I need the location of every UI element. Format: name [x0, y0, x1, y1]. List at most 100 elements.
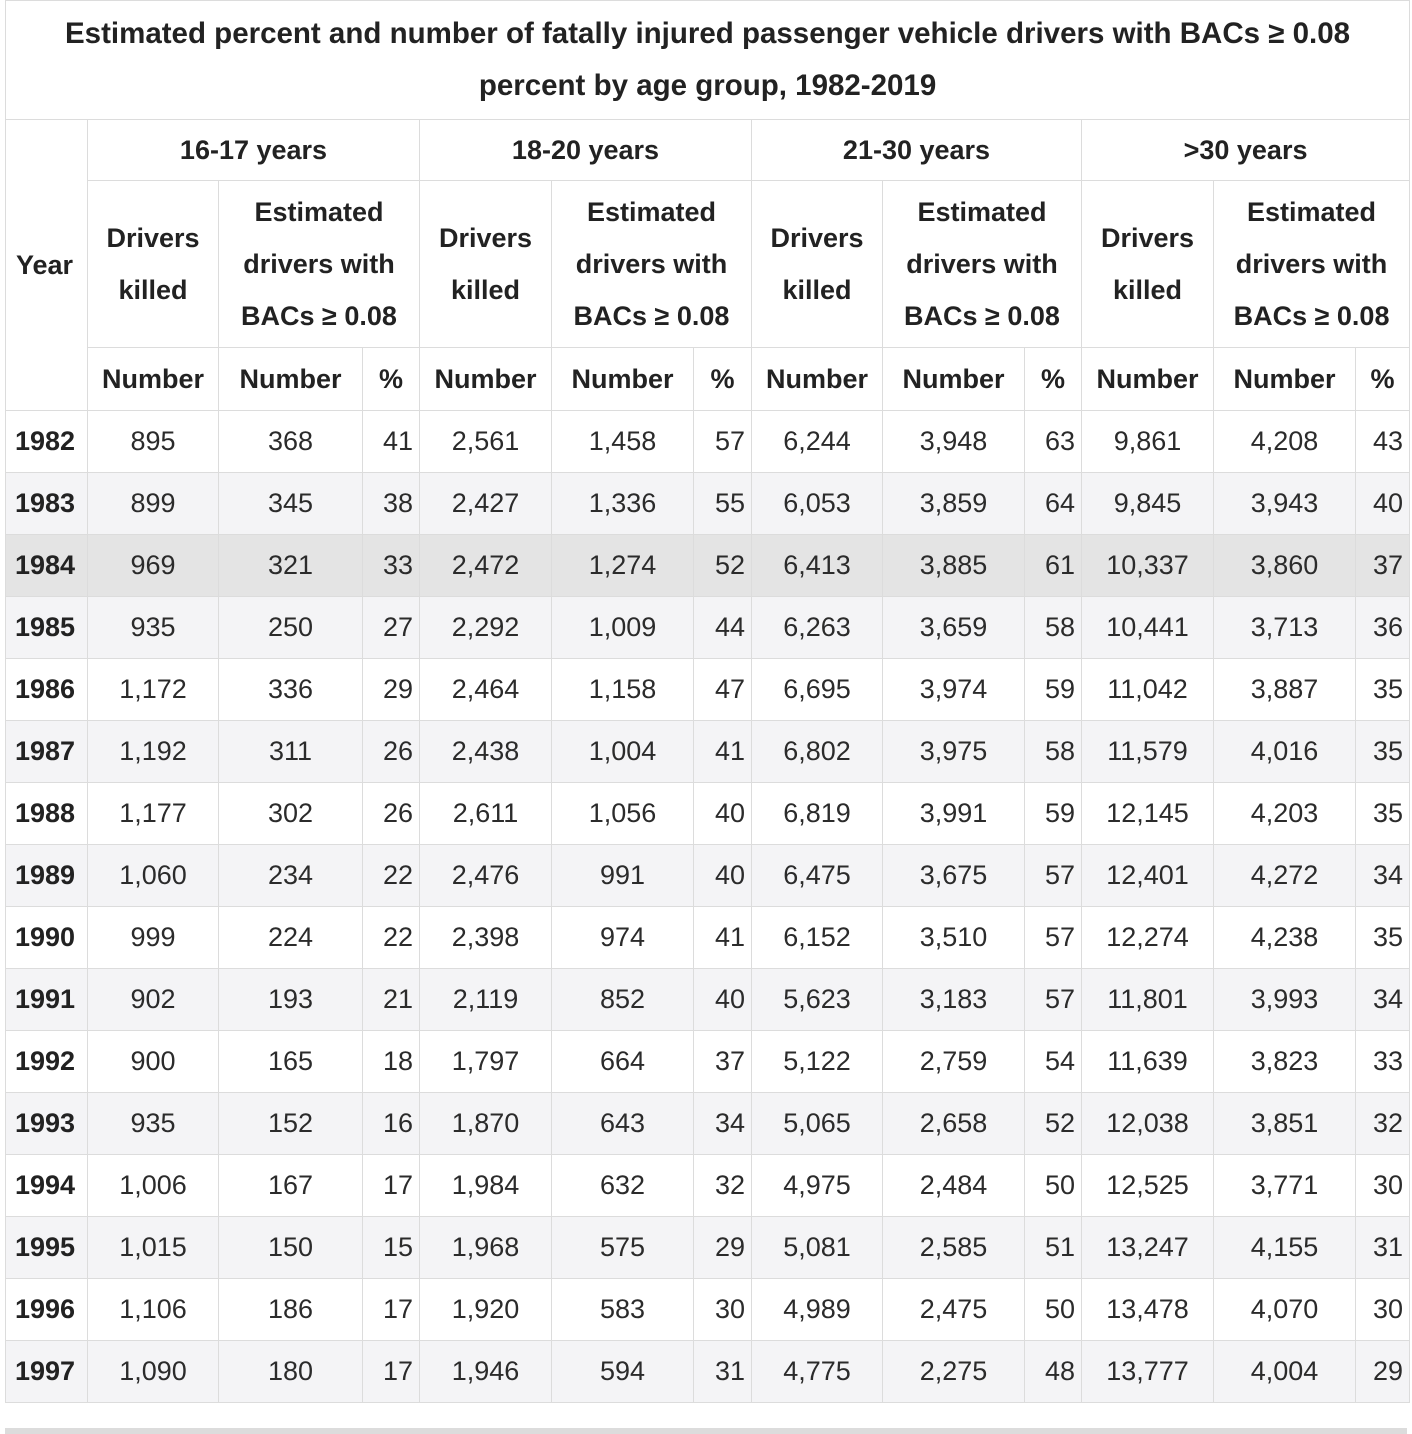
percent-cell: 44 — [693, 596, 752, 659]
estimated-number-cell: 3,771 — [1213, 1154, 1356, 1217]
percent-cell: 59 — [1024, 658, 1082, 721]
group-header-21-30: 21-30 years — [751, 119, 1082, 181]
year-cell: 1982 — [5, 410, 88, 473]
drivers-killed-cell: 969 — [87, 534, 219, 597]
year-cell: 1984 — [5, 534, 88, 597]
percent-cell: 64 — [1024, 472, 1082, 535]
drivers-killed-cell: 1,006 — [87, 1154, 219, 1217]
drivers-killed-cell: 2,292 — [419, 596, 552, 659]
percent-cell: 31 — [1354, 1216, 1411, 1279]
drivers-killed-cell: 12,145 — [1081, 782, 1214, 845]
estimated-number-cell: 1,274 — [551, 534, 694, 597]
percent-cell: 35 — [1354, 658, 1411, 721]
drivers-killed-cell: 4,775 — [751, 1340, 883, 1403]
table-row: 1994 1,006 167 17 1,984 632 32 4,975 2,484 50 12,5… — [5, 1154, 1411, 1217]
drivers-killed-cell: 935 — [87, 1092, 219, 1155]
estimated-number-cell: 152 — [218, 1092, 363, 1155]
table-row: 1993 935 152 16 1,870 643 34 5,065 2,658 52 12,038… — [5, 1092, 1411, 1155]
percent-cell: 47 — [693, 658, 752, 721]
percent-cell: 30 — [693, 1278, 752, 1341]
drivers-killed-cell: 1,984 — [419, 1154, 552, 1217]
drivers-killed-cell: 11,639 — [1081, 1030, 1214, 1093]
estimated-number-cell: 167 — [218, 1154, 363, 1217]
estimated-number-cell: 234 — [218, 844, 363, 907]
estimated-number-cell: 4,272 — [1213, 844, 1356, 907]
percent-cell: 61 — [1024, 534, 1082, 597]
drivers-killed-cell: 12,525 — [1081, 1154, 1214, 1217]
drivers-killed-cell: 10,441 — [1081, 596, 1214, 659]
estimated-number-cell: 250 — [218, 596, 363, 659]
drivers-killed-cell: 6,244 — [751, 410, 883, 473]
percent-cell: 35 — [1354, 906, 1411, 969]
drivers-killed-cell: 902 — [87, 968, 219, 1031]
estimated-number-cell: 3,713 — [1213, 596, 1356, 659]
estimated-number-cell: 664 — [551, 1030, 694, 1093]
drivers-killed-cell: 5,065 — [751, 1092, 883, 1155]
table-row: 1990 999 224 22 2,398 974 41 6,152 3,510 57 12,274… — [5, 906, 1411, 969]
drivers-killed-cell: 11,042 — [1081, 658, 1214, 721]
percent-cell: 40 — [693, 782, 752, 845]
estimated-number-cell: 3,823 — [1213, 1030, 1356, 1093]
estimated-number-cell: 4,016 — [1213, 720, 1356, 783]
percent-cell: 33 — [362, 534, 420, 597]
estimated-number-cell: 2,759 — [882, 1030, 1025, 1093]
drivers-killed-cell: 1,177 — [87, 782, 219, 845]
estimated-drivers-header: Estimated drivers with BACs ≥ 0.08 — [882, 180, 1082, 348]
drivers-killed-header: Drivers killed — [87, 180, 219, 348]
percent-cell: 32 — [693, 1154, 752, 1217]
table-row: 1984 969 321 33 2,472 1,274 52 6,413 3,885 61 10,3… — [5, 534, 1411, 597]
group-header-18-20: 18-20 years — [419, 119, 752, 181]
drivers-killed-cell: 6,475 — [751, 844, 883, 907]
percent-cell: 34 — [1354, 844, 1411, 907]
percent-cell: 48 — [1024, 1340, 1082, 1403]
drivers-killed-cell: 9,845 — [1081, 472, 1214, 535]
percent-cell: 54 — [1024, 1030, 1082, 1093]
drivers-killed-cell: 5,122 — [751, 1030, 883, 1093]
number-header: Number — [87, 347, 219, 411]
drivers-killed-cell: 12,401 — [1081, 844, 1214, 907]
estimated-drivers-header: Estimated drivers with BACs ≥ 0.08 — [1212, 180, 1411, 348]
estimated-number-cell: 3,860 — [1213, 534, 1356, 597]
drivers-killed-cell: 1,797 — [419, 1030, 552, 1093]
percent-cell: 26 — [362, 720, 420, 783]
year-cell: 1990 — [5, 906, 88, 969]
drivers-killed-cell: 6,802 — [751, 720, 883, 783]
drivers-killed-cell: 6,695 — [751, 658, 883, 721]
estimated-number-cell: 3,887 — [1213, 658, 1356, 721]
drivers-killed-cell: 1,192 — [87, 720, 219, 783]
year-cell: 1988 — [5, 782, 88, 845]
drivers-killed-cell: 11,579 — [1081, 720, 1214, 783]
percent-cell: 36 — [1354, 596, 1411, 659]
drivers-killed-cell: 2,119 — [419, 968, 552, 1031]
estimated-number-cell: 1,004 — [551, 720, 694, 783]
drivers-killed-cell: 899 — [87, 472, 219, 535]
estimated-number-cell: 2,475 — [882, 1278, 1025, 1341]
table-row: 1986 1,172 336 29 2,464 1,158 47 6,695 3,974 59 11… — [5, 658, 1411, 721]
estimated-number-cell: 193 — [218, 968, 363, 1031]
group-header-over-30: >30 years — [1080, 119, 1411, 181]
percent-cell: 58 — [1024, 720, 1082, 783]
percent-cell: 57 — [1024, 844, 1082, 907]
table-row: 1983 899 345 38 2,427 1,336 55 6,053 3,859 64 9,84… — [5, 472, 1411, 535]
table-continuation-edge — [5, 1428, 1407, 1434]
data-table-container: Estimated percent and number of fatally … — [4, 0, 1411, 1403]
estimated-drivers-header: Estimated drivers with BACs ≥ 0.08 — [218, 180, 420, 348]
percent-cell: 29 — [1354, 1340, 1411, 1403]
estimated-number-cell: 2,585 — [882, 1216, 1025, 1279]
drivers-killed-cell: 2,561 — [419, 410, 552, 473]
drivers-killed-cell: 10,337 — [1081, 534, 1214, 597]
percent-cell: 26 — [362, 782, 420, 845]
percent-cell: 35 — [1354, 720, 1411, 783]
percent-cell: 59 — [1024, 782, 1082, 845]
year-cell: 1996 — [5, 1278, 88, 1341]
drivers-killed-cell: 1,870 — [419, 1092, 552, 1155]
estimated-number-cell: 1,336 — [551, 472, 694, 535]
percent-cell: 43 — [1354, 410, 1411, 473]
estimated-number-cell: 974 — [551, 906, 694, 969]
table-header: Estimated percent and number of fatally … — [4, 0, 1411, 411]
table-row: 1996 1,106 186 17 1,920 583 30 4,989 2,475 50 13,4… — [5, 1278, 1411, 1341]
drivers-killed-header: Drivers killed — [419, 180, 552, 348]
number-header: Number — [551, 347, 694, 411]
drivers-killed-cell: 895 — [87, 410, 219, 473]
percent-cell: 31 — [693, 1340, 752, 1403]
